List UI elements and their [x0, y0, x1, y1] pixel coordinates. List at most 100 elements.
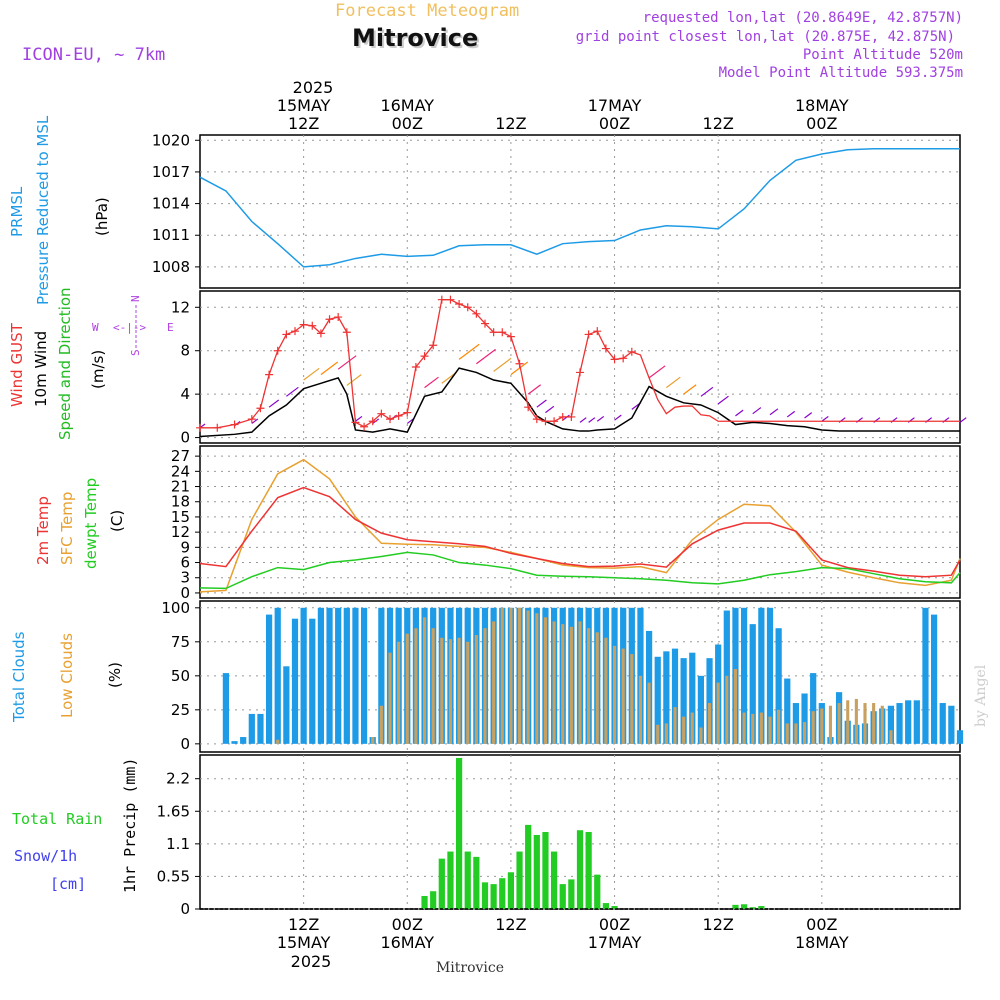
low-clouds-bar [846, 700, 850, 744]
gust-marker [446, 295, 455, 304]
gust-marker [342, 328, 351, 337]
top-day-label: 15MAY [277, 96, 331, 115]
rain-bar [490, 884, 497, 909]
wind-unit: (m/s) [89, 350, 107, 389]
low-clouds-bar [699, 727, 703, 744]
wind-direction-arrow [320, 361, 339, 376]
wind-gust-label: Wind GUST [8, 322, 26, 407]
low-clouds-bar [725, 675, 729, 744]
low-clouds-bar [552, 621, 556, 744]
gust-marker [593, 327, 602, 336]
y-tick-label: 0 [180, 735, 190, 753]
rain-bar [438, 858, 445, 909]
gust-marker [403, 408, 412, 417]
total-clouds-bar [231, 741, 238, 744]
rain-bar [447, 851, 454, 909]
temp-2m-line [199, 486, 961, 578]
low-clouds-bar [587, 628, 591, 744]
temp-panel-labels: 2m Temp SFC Temp dewpt Temp (C) [34, 478, 126, 569]
rain-bar [507, 872, 515, 909]
wind-direction-arrow [752, 407, 762, 415]
low-clouds-bar [889, 730, 893, 744]
low-clouds-bar [457, 637, 461, 744]
panel-4: 0 0.55 1.1 1.65 2.2 [157, 754, 961, 918]
y-tick-label: 75 [171, 633, 190, 651]
y-tick-label: 100 [161, 599, 190, 617]
low-clouds-bar [742, 712, 746, 744]
bottom-hour-label: 12Z [703, 915, 734, 934]
wind-direction-arrow [614, 414, 622, 421]
y-tick-label: 9 [180, 538, 190, 556]
gust-marker [368, 417, 377, 426]
gust-marker [541, 417, 550, 426]
total-clouds-bar [663, 651, 670, 744]
low-clouds-bar [561, 624, 565, 744]
low-clouds-bar [422, 617, 427, 744]
panel-frame [199, 290, 961, 444]
total-clouds-bar [283, 666, 290, 744]
panel-frame [199, 134, 961, 289]
gust-marker [550, 417, 559, 426]
temp-2m-label: 2m Temp [34, 496, 52, 565]
gust-marker [498, 328, 507, 337]
gust-marker [489, 328, 498, 337]
wind-direction-arrow [355, 415, 363, 422]
gust-marker [256, 404, 265, 413]
location-title-shadow: Mitrovice [354, 26, 480, 54]
gust-marker [437, 295, 446, 304]
wind-direction-arrow [562, 414, 570, 421]
total-clouds-bar [343, 607, 350, 744]
rain-bar [749, 907, 756, 909]
bottom-hour-label: 12Z [288, 915, 319, 934]
top-hour-label: 12Z [495, 114, 526, 133]
total-clouds-bar [922, 607, 929, 744]
low-clouds-bar [828, 705, 833, 744]
total-clouds-bar [896, 703, 903, 744]
y-tick-label: 3 [180, 569, 190, 587]
top-day-label: 17MAY [588, 96, 642, 115]
y-tick-label: 50 [171, 667, 190, 685]
y-tick-label: 27 [171, 447, 190, 465]
y-tick-label: 1020 [152, 131, 190, 149]
total-clouds-bar [291, 618, 299, 744]
gust-marker [524, 403, 533, 412]
y-tick-label: 12 [171, 523, 190, 541]
y-tick-label: 1017 [152, 163, 190, 181]
total-clouds-bar [810, 673, 817, 744]
rain-bar [594, 874, 601, 909]
wind-direction-arrow [545, 405, 555, 414]
wind-direction-arrow [769, 408, 779, 416]
bottom-day-label: 18MAY [795, 933, 849, 952]
clouds-unit: (%) [106, 662, 124, 688]
gust-marker [273, 346, 282, 355]
pressure-unit: (hPa) [93, 197, 111, 236]
y-tick-label: 0 [180, 900, 190, 918]
low-clouds-bar [526, 610, 530, 744]
temp-sfc-label: SFC Temp [58, 492, 76, 565]
clouds-panel-labels: Total Clouds Low Clouds (%) [10, 631, 124, 723]
wind-direction-arrow [303, 367, 320, 381]
total-clouds-bar [360, 607, 368, 744]
wind-direction-arrow [424, 376, 439, 389]
y-tick-label: 2.2 [166, 770, 190, 788]
top-day-label: 16MAY [380, 96, 434, 115]
wind-direction-arrow [588, 417, 596, 423]
gust-marker [213, 423, 222, 432]
top-hour-label: 12Z [288, 114, 319, 133]
low-clouds-bar [414, 628, 418, 744]
wind-direction-arrow [596, 415, 605, 422]
total-clouds-bar [240, 737, 247, 744]
wind-dir-label: Speed and Direction [56, 287, 74, 440]
total-clouds-bar [300, 607, 307, 744]
gust-marker [532, 415, 541, 424]
gust-marker [420, 352, 429, 361]
sfc-temp-line [199, 458, 961, 593]
gust-marker [515, 359, 524, 368]
gust-marker [360, 422, 369, 431]
gust-marker [601, 344, 610, 353]
total-clouds-bar [378, 607, 385, 744]
gust-marker [377, 409, 386, 418]
